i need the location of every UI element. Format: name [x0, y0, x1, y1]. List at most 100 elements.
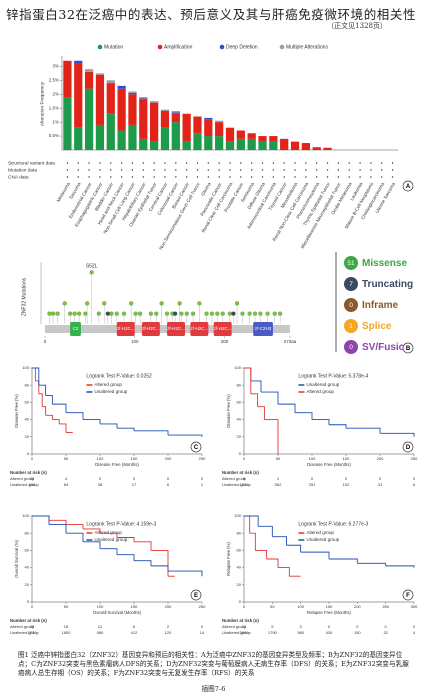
row-dot — [131, 169, 134, 171]
at-risk-count: 1 — [201, 482, 204, 487]
survival-step — [244, 515, 251, 534]
bar-segment — [74, 127, 83, 150]
panel-label: E — [194, 593, 198, 599]
row-dot — [185, 169, 188, 171]
row-dot — [110, 162, 112, 164]
at-risk-name: Unaltered group — [222, 482, 251, 487]
bar-segment — [280, 138, 289, 150]
survival-step — [83, 541, 101, 549]
domain-label: zf-H2C... — [214, 326, 232, 331]
bar-segment — [128, 124, 137, 150]
lollipop-head — [109, 311, 114, 316]
row-dot — [326, 169, 329, 171]
legend-label: Truncating — [362, 279, 413, 290]
row-dot — [250, 176, 253, 178]
row-dot — [316, 162, 318, 164]
x-tick-label: 200 — [221, 339, 229, 344]
survival-step — [151, 549, 169, 577]
at-risk-count: 0 — [413, 476, 416, 481]
x-tick-label: 0 — [243, 604, 246, 609]
lollipop-head — [148, 311, 153, 316]
survival-step — [38, 384, 47, 396]
bar-segment — [106, 113, 115, 150]
bar-segment — [117, 85, 126, 89]
row-dot — [175, 169, 177, 171]
row-dot — [250, 162, 253, 164]
row-dot — [370, 169, 372, 171]
y-tick-label: 100 — [22, 513, 29, 518]
y-tick-label: 100 — [22, 365, 29, 370]
lollipop-head — [133, 311, 138, 316]
row-dot — [381, 162, 383, 164]
row-dot — [185, 162, 188, 164]
row-dot — [337, 162, 340, 164]
bar-segment — [84, 69, 94, 72]
survival-step — [385, 565, 415, 568]
x-axis-label: Disease Free (Months) — [307, 462, 351, 467]
x-tick-label: 250 — [411, 456, 418, 461]
bar-segment — [269, 141, 278, 150]
legend-swatch — [97, 44, 103, 50]
survival-step — [42, 406, 47, 416]
row-dot — [131, 162, 134, 164]
legend-badge — [344, 319, 358, 333]
survival-step — [274, 419, 279, 454]
y-tick-label: 80 — [237, 530, 242, 535]
row-dot — [381, 176, 383, 178]
bar-segment — [150, 141, 159, 150]
at-risk-title: Number at risk (n) — [10, 618, 47, 623]
annotation: S52L — [86, 264, 98, 270]
y-tick-label: 0.5% — [49, 133, 59, 138]
y-tick-label: 40 — [237, 417, 242, 422]
at-risk-count: 2770 — [28, 630, 38, 635]
y-axis-label: Disease Free (%) — [14, 394, 19, 428]
bar-segment — [204, 119, 213, 137]
row-dot — [326, 176, 329, 178]
at-risk-count: 84 — [64, 482, 69, 487]
legend-label: Altered group — [94, 530, 122, 535]
lollipop-head — [72, 311, 77, 316]
bar-segment — [247, 133, 256, 139]
at-risk-count: 12 — [98, 624, 103, 629]
row-dot — [261, 176, 264, 178]
y-tick-label: 0 — [239, 599, 242, 604]
row-dot — [250, 169, 253, 171]
at-risk-count: 120 — [165, 630, 172, 635]
lollipop-head — [252, 311, 258, 316]
bar-segment — [95, 74, 105, 125]
bar-segment — [312, 147, 321, 150]
y-tick-label: 1.5% — [49, 105, 59, 110]
x-tick-label: 273aa — [284, 339, 297, 344]
panel-label: D — [406, 445, 411, 451]
lollipop-head — [190, 311, 196, 316]
at-risk-count: 23 — [30, 476, 35, 481]
y-tick-label: 40 — [237, 565, 242, 570]
survival-step — [32, 367, 40, 386]
legend-label: Unaltered group — [306, 537, 339, 542]
panel-label: A — [406, 184, 411, 190]
row-dot — [381, 169, 383, 171]
survival-step — [100, 548, 118, 555]
y-tick-label: 0 — [27, 599, 30, 604]
legend-label: Amplification — [164, 44, 193, 50]
survival-step — [45, 395, 53, 405]
bar-segment — [269, 136, 278, 142]
bar-segment — [128, 91, 137, 93]
survival-step — [244, 367, 252, 394]
legend-label: Inframe — [362, 300, 399, 311]
bar-segment — [117, 88, 126, 131]
lollipop-head — [138, 311, 143, 316]
row-dot — [207, 176, 210, 178]
survival-step — [49, 519, 67, 525]
at-risk-count: 31 — [378, 482, 383, 487]
row-dot — [283, 176, 285, 178]
bar-segment — [128, 92, 137, 95]
legend-count: 0 — [349, 344, 353, 351]
lollipop-head — [227, 311, 232, 316]
row-dot — [142, 169, 144, 171]
survival-step — [117, 537, 135, 542]
survival-step — [66, 412, 84, 420]
at-risk-count: 23 — [30, 624, 35, 629]
bar-segment — [193, 116, 202, 134]
